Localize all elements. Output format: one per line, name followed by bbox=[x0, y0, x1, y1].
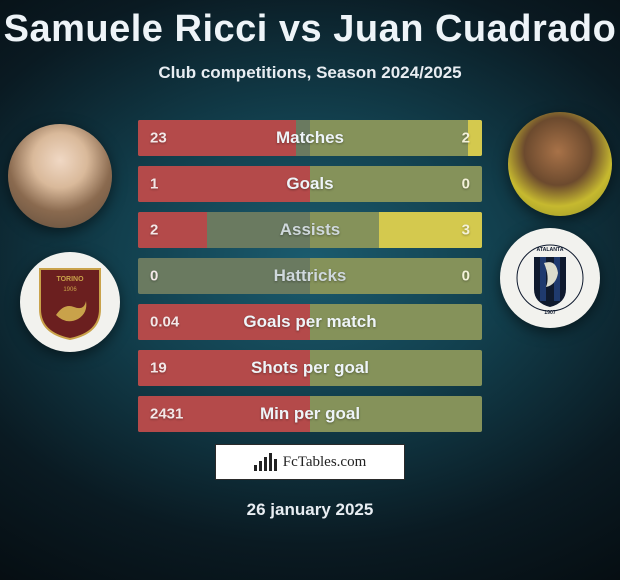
stat-label: Min per goal bbox=[138, 404, 482, 424]
bars-icon bbox=[254, 453, 277, 471]
svg-text:TORINO: TORINO bbox=[56, 276, 84, 283]
player2-photo bbox=[508, 112, 612, 216]
site-name: FcTables.com bbox=[283, 454, 367, 471]
player2-photo-placeholder bbox=[508, 112, 612, 216]
svg-text:ATALANTA: ATALANTA bbox=[536, 247, 563, 253]
atalanta-crest-svg: ATALANTA 1907 bbox=[516, 239, 584, 317]
stat-label: Goals bbox=[138, 174, 482, 194]
player1-name: Samuele Ricci bbox=[4, 8, 268, 50]
player1-photo-placeholder bbox=[8, 124, 112, 228]
stat-label: Matches bbox=[138, 128, 482, 148]
stat-label: Shots per goal bbox=[138, 358, 482, 378]
stat-label: Goals per match bbox=[138, 312, 482, 332]
stat-row: 23Assists bbox=[138, 212, 482, 248]
svg-text:1906: 1906 bbox=[63, 287, 77, 293]
club2-crest: ATALANTA 1907 bbox=[500, 228, 600, 328]
stats-container: 232Matches 10Goals 23Assists 00Hattricks 0.0… bbox=[138, 120, 482, 442]
player1-photo bbox=[8, 124, 112, 228]
stat-row: 19Shots per goal bbox=[138, 350, 482, 386]
stat-label: Assists bbox=[138, 220, 482, 240]
stat-row: 0.04Goals per match bbox=[138, 304, 482, 340]
subtitle: Club competitions, Season 2024/2025 bbox=[0, 63, 620, 83]
vs-text: vs bbox=[279, 8, 322, 50]
player2-name: Juan Cuadrado bbox=[333, 8, 616, 50]
torino-crest-svg: TORINO 1906 bbox=[36, 263, 104, 341]
stat-row: 2431Min per goal bbox=[138, 396, 482, 432]
club1-crest: TORINO 1906 bbox=[20, 252, 120, 352]
svg-text:1907: 1907 bbox=[544, 310, 556, 316]
stat-label: Hattricks bbox=[138, 266, 482, 286]
footer-date: 26 january 2025 bbox=[0, 500, 620, 520]
comparison-title: Samuele Ricci vs Juan Cuadrado bbox=[0, 0, 620, 51]
stat-row: 00Hattricks bbox=[138, 258, 482, 294]
site-logo: FcTables.com bbox=[215, 444, 405, 480]
stat-row: 10Goals bbox=[138, 166, 482, 202]
stat-row: 232Matches bbox=[138, 120, 482, 156]
